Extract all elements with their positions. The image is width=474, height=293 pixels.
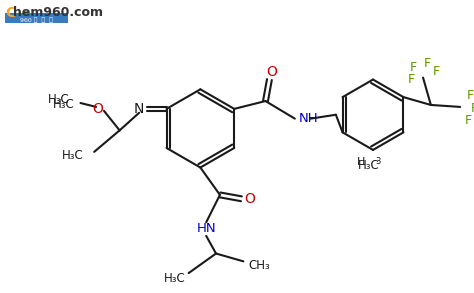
Text: H₃C: H₃C [62,149,83,162]
Text: 3: 3 [375,157,380,166]
Text: N: N [134,102,144,116]
Text: H₃C: H₃C [48,93,70,105]
Text: O: O [244,192,255,206]
Text: O: O [266,65,277,79]
Text: O: O [92,102,103,116]
Text: F: F [423,57,430,70]
Text: F: F [465,114,472,127]
Bar [5,13,68,23]
Text: F: F [410,61,417,74]
Text: 960 化  工  网: 960 化 工 网 [19,17,53,23]
Text: F: F [466,89,474,102]
Text: CH₃: CH₃ [248,259,270,272]
Text: C: C [5,6,15,20]
Text: hem960.com: hem960.com [13,6,103,19]
Text: H: H [357,157,365,167]
Text: F: F [408,73,415,86]
Text: H₃C: H₃C [53,98,74,111]
Text: NH: NH [299,112,319,125]
Text: HN: HN [196,222,216,235]
Text: F: F [433,65,440,78]
Text: F: F [470,102,474,115]
Text: H₃C: H₃C [358,159,380,172]
Text: H₃C: H₃C [164,272,186,285]
